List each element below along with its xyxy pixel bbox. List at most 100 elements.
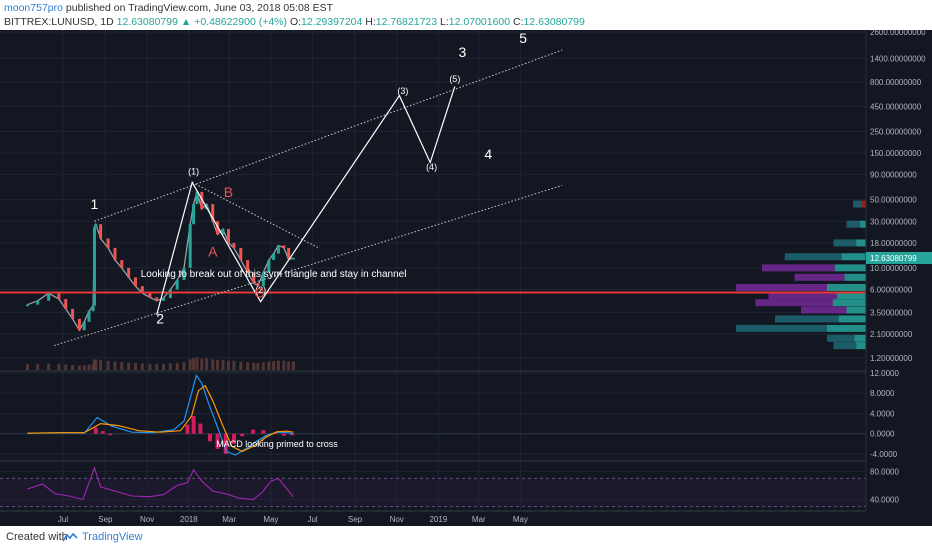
volume-profile-row-segment xyxy=(834,264,866,272)
volume-bar xyxy=(232,360,236,370)
volume-profile xyxy=(736,200,866,350)
volume-bar xyxy=(192,358,196,370)
author-link[interactable]: moon757pro xyxy=(4,2,63,14)
volume-bar xyxy=(188,359,192,370)
volume-profile-row-segment xyxy=(844,273,866,281)
macd-histogram-bar xyxy=(251,429,256,434)
price-candle xyxy=(276,245,280,254)
volume-profile-row-segment xyxy=(832,299,866,307)
volume-bar xyxy=(140,363,144,370)
macd-histogram-bar xyxy=(281,433,286,436)
low-value: 12.07001600 xyxy=(448,16,511,28)
price-candle xyxy=(57,293,61,299)
price-candle xyxy=(120,260,124,268)
drawing-tools[interactable] xyxy=(0,49,866,347)
low-label: L: xyxy=(440,16,449,28)
axes: 2600.000000001400.00000000800.0000000045… xyxy=(58,30,932,526)
close-label: C: xyxy=(513,16,524,28)
price-candle xyxy=(267,260,271,273)
volume-bar xyxy=(94,359,98,370)
volume-bar xyxy=(120,361,124,370)
price-candle xyxy=(140,286,144,294)
publish-line: moon757pro published on TradingView.com,… xyxy=(4,2,333,14)
price-candle xyxy=(200,191,204,210)
close-value: 12.63080799 xyxy=(523,16,585,28)
volume-profile-row xyxy=(768,292,837,300)
volume-bar xyxy=(71,364,75,370)
macd-histogram-bar xyxy=(208,433,213,442)
volume-profile-row-segment xyxy=(854,334,866,342)
price-candle xyxy=(287,247,291,260)
time-tick-label: Jul xyxy=(307,515,317,524)
price-tick-label: 250.00000000 xyxy=(870,127,922,136)
price-candle xyxy=(82,321,86,331)
volume-bar xyxy=(155,363,159,370)
triangle-upper-line xyxy=(192,181,319,249)
volume-profile-row-segment xyxy=(846,306,866,314)
rsi-tick-label: 40.0000 xyxy=(870,495,899,504)
signal-line xyxy=(27,384,294,453)
price-candle xyxy=(162,298,166,301)
price-scale-background xyxy=(866,30,932,526)
annotation-label: B xyxy=(224,184,233,200)
published-text: published on TradingView.com, June 03, 2… xyxy=(65,2,334,14)
volume-bar xyxy=(291,361,295,370)
chart-canvas[interactable]: 1 (1) B A 2 (2)C Looking to break out of this … xyxy=(0,30,932,526)
high-label: H: xyxy=(365,16,376,28)
volume-profile-row-segment xyxy=(856,342,866,350)
created-with-text: Created with xyxy=(6,531,68,543)
price-tick-label: 18.00000000 xyxy=(870,239,917,248)
volume-bar xyxy=(221,359,225,370)
volume-profile-row xyxy=(784,253,842,261)
price-candle xyxy=(168,289,172,299)
price-candle xyxy=(113,247,117,261)
volume-profile-row xyxy=(755,299,833,307)
price-candle xyxy=(226,228,230,243)
price-tick-label: 50.00000000 xyxy=(870,196,917,205)
volume-bar xyxy=(162,363,166,370)
time-tick-label: Jul xyxy=(58,515,68,524)
price-candle xyxy=(232,242,236,248)
volume-bar xyxy=(82,365,86,370)
price-candle xyxy=(221,228,225,235)
time-tick-label: Sep xyxy=(348,515,363,524)
volume-bar xyxy=(216,360,220,370)
macd-histogram-bar xyxy=(215,433,220,449)
price-candle xyxy=(36,300,40,305)
macd-tick-label: 4.0000 xyxy=(870,409,895,418)
macd-histogram-bar xyxy=(261,430,266,434)
volume-bar xyxy=(99,360,103,370)
volume-profile-row xyxy=(853,200,863,208)
price-candle xyxy=(25,304,29,307)
macd-annotation-label: MACD looking primed to cross xyxy=(216,439,338,449)
volume-bar xyxy=(57,363,61,370)
annotation-label: (2) xyxy=(255,285,266,295)
rsi-line xyxy=(27,466,294,501)
elliott-wave-path xyxy=(156,86,456,316)
high-value: 12.76821723 xyxy=(375,16,438,28)
macd-histogram-bar xyxy=(223,433,228,454)
volume-bar xyxy=(77,365,81,370)
annotation-labels: 1 (1) B A 2 (2)C Looking to break out of this … xyxy=(91,30,528,326)
price-candle xyxy=(77,318,81,331)
tradingview-logo-icon xyxy=(62,532,78,542)
price-candle xyxy=(106,238,110,248)
volume-profile-row xyxy=(833,342,857,350)
macd-histogram-bar xyxy=(93,427,98,434)
price-tick-label: 450.00000000 xyxy=(870,102,922,111)
rsi-tick-label: 80.0000 xyxy=(870,467,899,476)
annotation-label: C xyxy=(254,284,264,300)
price-candle xyxy=(92,227,96,306)
macd-line xyxy=(27,374,294,456)
chart-background xyxy=(0,30,932,526)
volume-bar xyxy=(64,364,68,370)
last-price-marker xyxy=(866,251,932,264)
annotation-label: (1) xyxy=(188,167,199,177)
tradingview-brand-link[interactable]: TradingView xyxy=(82,531,143,543)
price-tick-label: 2.10000000 xyxy=(870,330,913,339)
volume-bar xyxy=(256,363,260,370)
price-candle xyxy=(272,253,276,261)
volume-bar xyxy=(127,362,131,370)
volume-bar xyxy=(148,363,152,370)
volume-bar xyxy=(276,360,280,370)
